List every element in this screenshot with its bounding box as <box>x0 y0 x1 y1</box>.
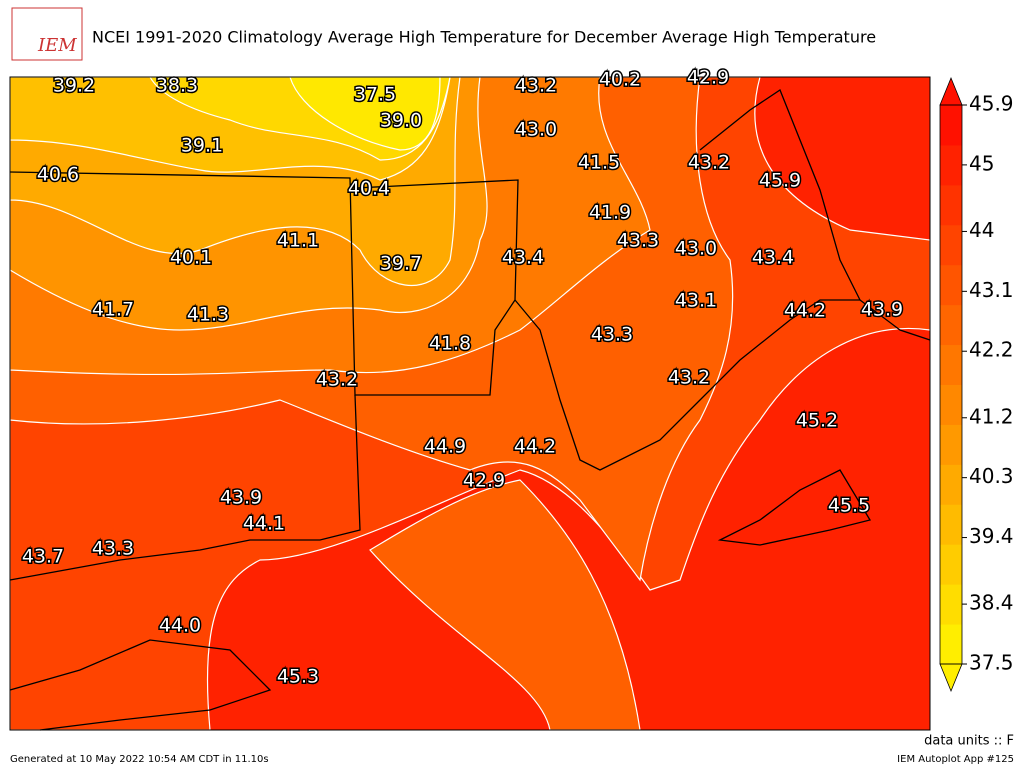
station-label: 39.7 <box>380 253 422 275</box>
coastline <box>699 89 861 301</box>
station-label: 44.2 <box>784 300 826 322</box>
station-label: 43.2 <box>668 367 710 389</box>
station-label: 40.4 <box>348 178 390 200</box>
station-label: 42.9 <box>463 470 505 492</box>
station-label: 43.2 <box>316 369 358 391</box>
generated: Generated at 10 May 2022 10:54 AM CDT in… <box>10 754 269 765</box>
station-label: 43.4 <box>752 247 794 269</box>
station-label: 43.2 <box>515 75 557 97</box>
colorbar-band <box>940 144 962 186</box>
colorbar-tick-label: 40.3 <box>969 464 1014 488</box>
station-label: 43.4 <box>502 247 544 269</box>
coastline <box>9 639 272 731</box>
state-border <box>9 171 519 396</box>
region <box>369 479 641 731</box>
station-label: 43.3 <box>591 324 633 346</box>
map <box>9 76 931 731</box>
colorbar-band <box>940 624 962 665</box>
colorbar-tick-label: 41.2 <box>969 404 1014 428</box>
colorbar-band <box>940 504 962 545</box>
colorbar-band <box>940 184 962 226</box>
app-id: IEM Autoplot App #125 <box>897 754 1014 765</box>
map-frame <box>9 76 931 731</box>
station-label: 39.1 <box>181 135 223 157</box>
station-label: 41.5 <box>578 152 620 174</box>
station-label: 45.3 <box>277 666 319 688</box>
colorbar-band <box>940 424 962 465</box>
logo-box <box>11 7 83 61</box>
station-label: 39.2 <box>53 75 95 97</box>
station-label: 43.3 <box>617 230 659 252</box>
station-label: 39.0 <box>380 110 422 132</box>
station-label: 43.0 <box>515 119 557 141</box>
station-label: 43.1 <box>675 290 717 312</box>
colorbar-band <box>940 544 962 585</box>
station-label: 41.7 <box>92 299 134 321</box>
station-label: 43.0 <box>675 238 717 260</box>
region <box>289 76 441 151</box>
station-label: 41.3 <box>187 304 229 326</box>
station-label: 40.2 <box>599 69 641 91</box>
station-label: 40.1 <box>170 247 212 269</box>
colorbar-band <box>940 105 962 146</box>
colorbar-band <box>940 264 962 306</box>
colorbar-band <box>940 304 962 346</box>
station-label: 42.9 <box>687 67 729 89</box>
station-label: 45.5 <box>828 495 870 517</box>
colorbar-tick-label: 38.4 <box>969 591 1014 615</box>
station-label: 44.9 <box>424 436 466 458</box>
station-label: 45.9 <box>759 170 801 192</box>
labels: 39.2 38.3 37.5 39.0 43.2 40.2 42.9 43.0 39.1 41.5… <box>20 65 904 689</box>
colorbar-tick-label: 44 <box>969 218 994 242</box>
colorbar-tick-label: 37.5 <box>969 651 1014 675</box>
station-label: 43.3 <box>92 538 134 560</box>
station-label: 38.3 <box>156 75 198 97</box>
colorbar-frame <box>939 104 963 665</box>
colorbar-band <box>940 344 962 385</box>
coastline <box>717 469 872 546</box>
station-label: 43.9 <box>861 299 903 321</box>
colorbar: 37.5 38.4 39.4 40.3 41.2 42.2 43.1 44 45 45.9 <box>939 76 1014 693</box>
station-label: 45.2 <box>796 410 838 432</box>
station-label: 43.9 <box>220 487 262 509</box>
colorbar-band <box>940 224 962 266</box>
station-label: 41.1 <box>277 230 319 252</box>
logo: IEM <box>37 35 77 56</box>
colorbar-tick-label: 43.1 <box>969 278 1014 302</box>
colorbar-tick-label: 39.4 <box>969 524 1014 548</box>
colorbar-band <box>940 384 962 425</box>
station-label: 40.6 <box>37 164 79 186</box>
colorbar-tick-label: 45 <box>969 151 994 175</box>
station-label: 43.2 <box>688 152 730 174</box>
colorbar-tick-label: 45.9 <box>969 92 1014 116</box>
units: data units :: F <box>924 734 1014 749</box>
colorbar-tick-label: 42.2 <box>969 338 1014 362</box>
station-label: 37.5 <box>354 84 396 106</box>
station-label: 41.8 <box>429 333 471 355</box>
coastline <box>9 394 361 581</box>
station-label: 43.7 <box>22 546 64 568</box>
station-label: 44.1 <box>243 513 285 535</box>
station-label: 44.2 <box>514 436 556 458</box>
colorbar-extend <box>939 663 963 693</box>
title: NCEI 1991-2020 Climatology Average High … <box>92 28 876 47</box>
station-label: 41.9 <box>589 202 631 224</box>
colorbar-band <box>940 584 962 625</box>
colorbar-band <box>940 464 962 505</box>
station-label: 44.0 <box>159 615 201 637</box>
colorbar-extend <box>939 76 963 106</box>
